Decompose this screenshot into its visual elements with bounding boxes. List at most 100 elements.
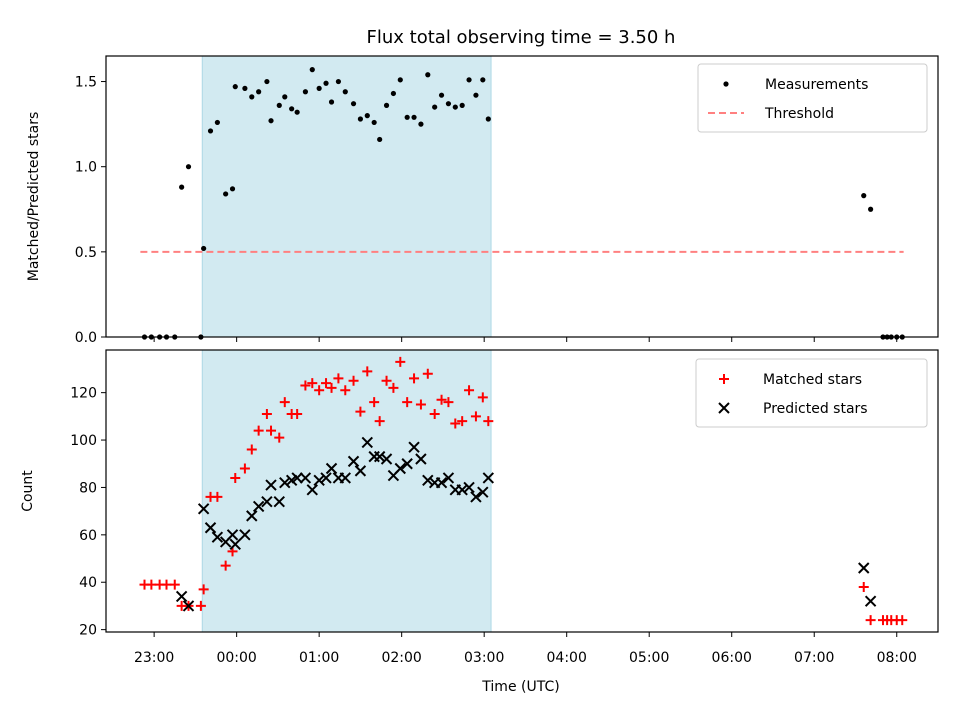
chart-title: Flux total observing time = 3.50 h [367, 27, 676, 48]
data-point [289, 106, 295, 112]
data-point [864, 595, 877, 607]
data-point [868, 206, 874, 212]
data-point [347, 455, 360, 468]
data-point [207, 128, 214, 134]
data-point [429, 408, 440, 419]
data-point [415, 453, 427, 465]
legend-entry: Predicted stars [763, 401, 868, 417]
data-point [390, 90, 397, 97]
data-point [169, 579, 180, 590]
data-point [335, 78, 342, 85]
legend: Matched stars Predicted stars [695, 358, 928, 428]
x-tick-label: 00:00 [216, 650, 256, 666]
data-point [865, 615, 876, 626]
x-tick-label: 03:00 [464, 650, 504, 666]
data-point [276, 102, 282, 108]
legend-entry: Measurements [765, 77, 868, 93]
data-point [485, 116, 491, 122]
data-point [415, 399, 426, 410]
data-point [198, 584, 209, 595]
data-point [380, 453, 393, 465]
data-point [239, 529, 251, 541]
data-point [226, 529, 239, 541]
data-point [373, 450, 386, 463]
legend-entry: Matched stars [763, 372, 862, 388]
data-point [404, 114, 410, 120]
data-point [858, 562, 870, 574]
y-tick-label: 80 [79, 480, 97, 496]
x-tick-label: 06:00 [712, 650, 752, 666]
legend: Measurements Threshold [697, 63, 928, 133]
x-tick-label: 01:00 [299, 650, 339, 666]
data-point [268, 118, 274, 124]
data-point [394, 462, 407, 475]
data-point [179, 184, 185, 190]
y-tick-label: 0.0 [75, 330, 97, 346]
data-point [195, 600, 206, 611]
data-point [232, 84, 238, 90]
data-point [459, 102, 465, 108]
data-point [371, 119, 377, 126]
data-point [299, 472, 312, 484]
data-point [264, 78, 270, 85]
data-point [361, 436, 373, 449]
data-point [175, 590, 188, 603]
legend-box [697, 63, 928, 133]
y-tick-label: 60 [79, 528, 97, 544]
data-point [464, 385, 475, 396]
data-point [223, 191, 229, 197]
data-point [246, 510, 258, 522]
data-point [279, 476, 291, 489]
plot-frame [105, 349, 939, 633]
data-point [432, 104, 438, 110]
data-point [436, 394, 447, 405]
data-point [425, 72, 431, 78]
data-point [480, 77, 486, 83]
data-point [307, 378, 318, 389]
data-point [357, 116, 364, 122]
panel-2: 20 40 60 80 100 120 23:00 00:00 01:00 02:00 03:00 0… [20, 349, 939, 666]
y-tick-label: 20 [79, 623, 97, 639]
y-tick-label: 1.5 [75, 75, 97, 91]
data-point [418, 121, 424, 127]
data-point [185, 164, 192, 170]
data-point [323, 80, 329, 86]
data-point [314, 385, 325, 396]
data-point [443, 397, 454, 408]
x-tick-label: 02:00 [381, 650, 421, 666]
data-point [483, 416, 494, 427]
data-point [320, 472, 332, 484]
data-point [333, 373, 344, 384]
data-point [291, 472, 303, 484]
data-point [302, 89, 309, 95]
data-point [466, 77, 472, 83]
data-point [473, 92, 479, 98]
data-point [354, 465, 367, 477]
x-tick-label: 05:00 [629, 650, 669, 666]
data-point [383, 102, 390, 108]
legend-swatch [723, 81, 729, 87]
data-point [325, 462, 338, 475]
data-point [364, 113, 370, 119]
x-tick-label: 07:00 [794, 650, 834, 666]
data-point [220, 560, 231, 571]
data-point [377, 136, 383, 143]
y-tick-label: 100 [70, 433, 97, 449]
y-tick-label: 1.0 [75, 160, 97, 176]
data-point [463, 481, 475, 494]
data-point [450, 418, 461, 429]
data-point [292, 408, 303, 419]
data-point [470, 491, 482, 503]
data-point [197, 503, 210, 515]
plot-frame [105, 55, 939, 338]
data-point [445, 101, 452, 107]
data-point [422, 474, 434, 487]
observing-window-band [202, 350, 492, 632]
data-point [229, 186, 236, 192]
data-point [211, 531, 224, 543]
series-measurements [141, 67, 905, 340]
y-axis-label: Count [20, 470, 36, 512]
y-tick-label: 40 [79, 575, 97, 591]
data-point [282, 94, 288, 100]
